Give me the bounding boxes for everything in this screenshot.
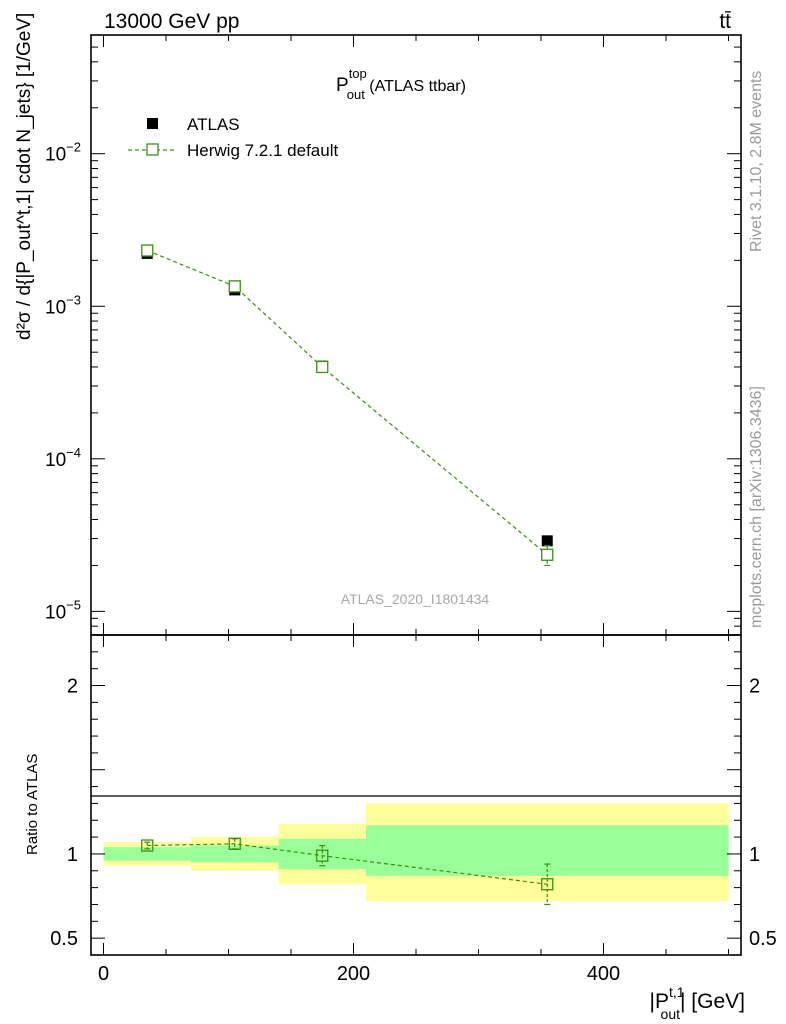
x-tick-label: 0 <box>98 963 109 985</box>
x-tick-label: 200 <box>337 963 370 985</box>
ratio-uncertainty-bands <box>103 803 729 902</box>
herwig-point <box>228 280 241 293</box>
main-title: Ptop out (ATLAS ttbar) <box>336 66 466 102</box>
ratio-band-inner <box>191 845 279 863</box>
legend-herwig-label: Herwig 7.2.1 default <box>187 141 338 160</box>
ratio-band-inner <box>103 847 191 861</box>
ratio-band-inner <box>366 825 729 876</box>
ratio-y-tick-label-right: 0.5 <box>749 928 777 950</box>
ratio-panel-frame <box>90 634 742 956</box>
ratio-series-layer <box>141 837 554 906</box>
ratio-y-tick-label: 1 <box>67 844 78 866</box>
herwig-point <box>541 548 554 561</box>
ratio-y-tick-label: 2 <box>67 676 78 698</box>
main-series-layer <box>141 244 554 567</box>
main-y-tick-label: 10−2 <box>45 140 81 166</box>
legend-atlas-label: ATLAS <box>187 115 240 134</box>
main-y-tick-labels: 10−2 10−3 10−4 10−5 <box>45 140 81 624</box>
herwig-point <box>316 360 329 374</box>
ratio-y-tick-label: 0.5 <box>50 928 78 950</box>
atlas-point <box>541 535 553 547</box>
main-y-axis-label: d²σ / d{|P_out^t,1| cdot N_jets} [1/GeV] <box>14 13 35 340</box>
x-tick-label: 400 <box>587 963 620 985</box>
ratio-y-axis-label: Ratio to ATLAS <box>24 754 41 855</box>
herwig-ratio-point <box>141 839 154 852</box>
rivet-version-label: Rivet 3.1.10, 2.8M events <box>748 70 765 252</box>
legend-herwig-marker <box>146 143 159 156</box>
ratio-axis-ticks <box>91 634 741 956</box>
herwig-ratio-point <box>316 849 329 862</box>
ratio-y-tick-label-right: 1 <box>749 844 760 866</box>
x-tick-labels: 0 200 400 <box>98 963 620 985</box>
header-process-label: tt̄ <box>719 10 731 33</box>
ratio-y-tick-label-right: 2 <box>749 676 760 698</box>
herwig-ratio-line <box>147 843 548 885</box>
herwig-point <box>141 244 154 257</box>
herwig-line <box>147 249 548 556</box>
ratio-y-tick-labels: 2 2 1 1 0.5 0.5 <box>50 676 777 951</box>
legend: ATLAS Herwig 7.2.1 default <box>128 115 338 160</box>
ratio-band-inner <box>278 838 366 870</box>
analysis-watermark: ATLAS_2020_I1801434 <box>341 591 490 607</box>
main-y-tick-label: 10−3 <box>45 292 81 318</box>
main-y-tick-label: 10−5 <box>45 597 81 623</box>
herwig-ratio-point <box>541 878 554 891</box>
legend-atlas-marker <box>147 118 158 129</box>
main-y-tick-label: 10−4 <box>45 445 81 471</box>
mcplots-reference-label: mcplots.cern.ch [arXiv:1306.3436] <box>748 386 765 628</box>
x-axis-label: |Pt,1 out| [GeV] <box>650 984 746 1022</box>
header-energy-label: 13000 GeV pp <box>104 10 239 33</box>
herwig-ratio-point <box>228 837 241 850</box>
